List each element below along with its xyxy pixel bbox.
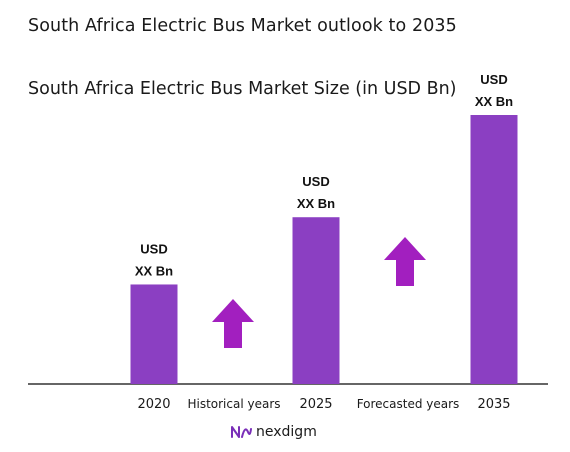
brand-name: nexdigm <box>256 424 317 440</box>
x-tick-label-2035: 2035 <box>477 397 510 412</box>
x-tick-label-2025: 2025 <box>299 397 332 412</box>
data-label-2025-line2: XX Bn <box>297 196 335 211</box>
bar-2020 <box>130 284 178 384</box>
x-tick-label-2020: 2020 <box>137 397 170 412</box>
data-label-2020-line1: USD <box>140 241 167 256</box>
bar-2025 <box>292 217 340 384</box>
period-label-forecasted: Forecasted years <box>357 397 460 411</box>
chart-title: South Africa Electric Bus Market outlook… <box>28 16 457 36</box>
data-label-2020-line2: XX Bn <box>135 263 173 278</box>
brand-logo: nexdigm <box>230 423 317 441</box>
growth-arrow-historical-icon <box>212 299 254 348</box>
data-label-2035-line1: USD <box>480 72 507 87</box>
data-label-2025-line1: USD <box>302 174 329 189</box>
nexdigm-logo-icon <box>231 426 252 438</box>
period-label-historical: Historical years <box>187 397 280 411</box>
growth-arrow-forecast-icon <box>384 237 426 286</box>
data-label-2035-line2: XX Bn <box>475 94 513 109</box>
chart-subtitle: South Africa Electric Bus Market Size (i… <box>28 79 457 99</box>
bar-2035 <box>470 115 518 384</box>
